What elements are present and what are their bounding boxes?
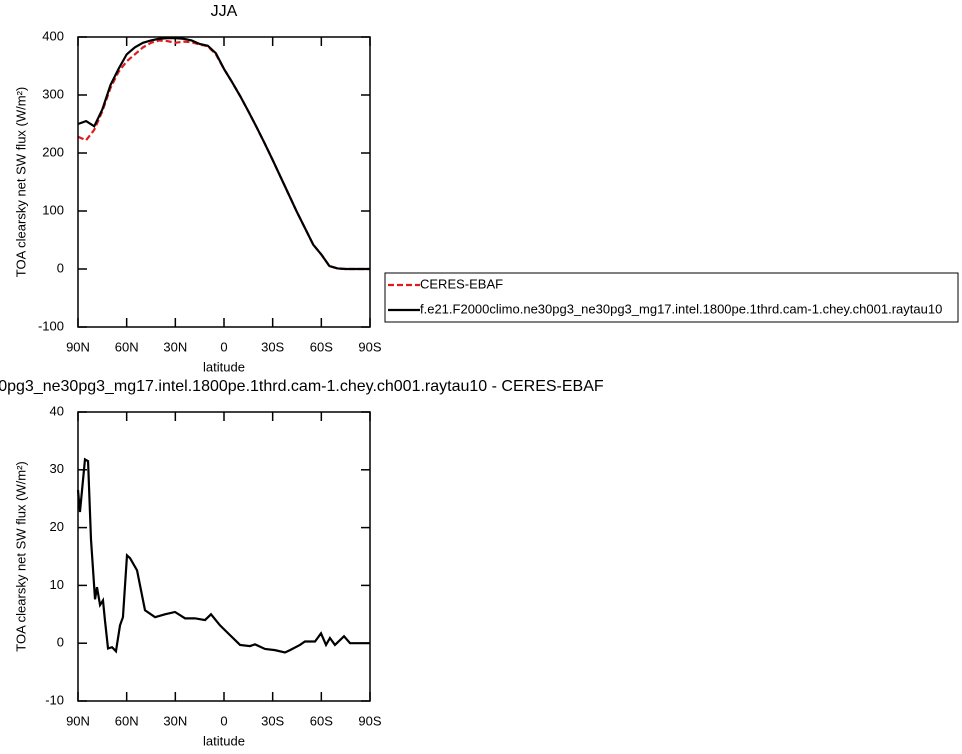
plot-frame: [77, 36, 371, 328]
x-axis-label: latitude: [203, 359, 245, 374]
y-tick-label: 30: [50, 461, 64, 476]
data-line: [77, 39, 370, 271]
y-tick-label: 400: [42, 28, 64, 43]
y-tick-label: -10: [45, 692, 64, 707]
x-tick-label: 60S: [310, 713, 333, 728]
legend-box: [384, 272, 959, 323]
x-axis-label: latitude: [203, 733, 245, 748]
x-tick-label: 60S: [310, 339, 333, 354]
x-tick-label: 30S: [261, 339, 284, 354]
y-tick-label: 0: [57, 635, 64, 650]
x-tick-label: 0: [220, 339, 227, 354]
x-tick-label: 90N: [66, 713, 90, 728]
x-tick-label: 30N: [163, 339, 187, 354]
y-tick-label: 40: [50, 403, 64, 418]
y-tick-label: 10: [50, 577, 64, 592]
y-tick-label: -100: [38, 318, 64, 333]
x-tick-label: 90S: [358, 713, 381, 728]
y-tick-label: 300: [42, 86, 64, 101]
plot-frame: [77, 411, 371, 702]
y-tick-label: 200: [42, 144, 64, 159]
x-tick-label: 30S: [261, 713, 284, 728]
y-tick-label: 0: [57, 260, 64, 275]
legend-label: f.e21.F2000climo.ne30pg3_ne30pg3_mg17.in…: [420, 301, 942, 316]
chart-title: JJA: [211, 3, 238, 20]
y-tick-label: 20: [50, 519, 64, 534]
y-axis-label: TOA clearsky net SW flux (W/m²): [13, 461, 28, 651]
legend-label: CERES-EBAF: [420, 276, 503, 291]
chart-title: f.e21.F2000climo.ne30pg3_ne30pg3_mg17.in…: [0, 378, 604, 395]
data-line: [76, 457, 370, 654]
y-axis-label: TOA clearsky net SW flux (W/m²): [13, 87, 28, 277]
x-tick-label: 0: [220, 713, 227, 728]
x-tick-label: 30N: [163, 713, 187, 728]
x-tick-label: 60N: [115, 339, 139, 354]
x-tick-label: 90N: [66, 339, 90, 354]
x-tick-label: 60N: [115, 713, 139, 728]
data-line: [77, 37, 370, 271]
x-tick-label: 90S: [358, 339, 381, 354]
y-tick-label: 100: [42, 202, 64, 217]
